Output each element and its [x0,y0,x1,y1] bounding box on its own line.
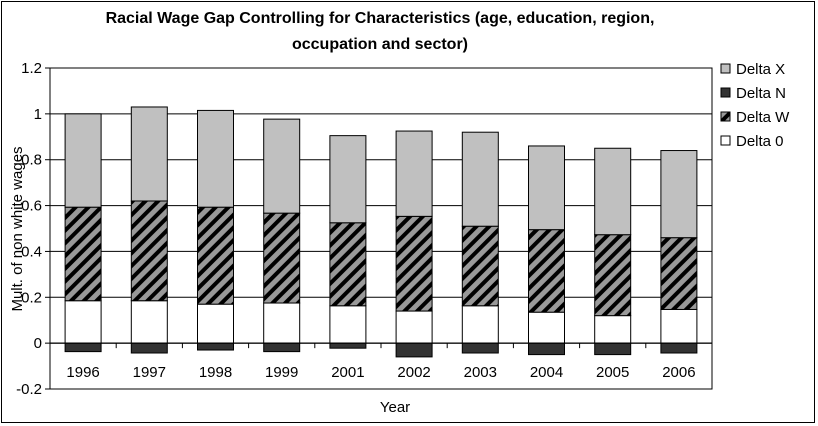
y-tick-label: -0.2 [16,381,42,398]
y-tick-label: 0.8 [21,152,42,169]
bar-delta-x-2006 [660,150,698,239]
bar-delta-w-2005 [594,234,632,317]
chart-title: Racial Wage Gap Controlling for Characte… [105,10,655,53]
bar-delta-0-2001 [329,305,367,344]
x-tick-label: 1998 [199,364,232,381]
bar-delta-w-2002 [395,215,433,312]
bar-delta-w-1996 [64,206,102,302]
bar-delta-x-1996 [64,113,102,208]
bar-delta-x-2001 [329,135,367,224]
bar-delta-w-2003 [461,225,499,307]
bar-delta-w-2001 [329,222,367,307]
bar-delta-0-1998 [197,303,234,344]
legend: Delta X Delta N Delta W Delta 0 [720,61,790,150]
bar-delta-n-1997 [130,342,168,354]
x-tick-label: 2004 [530,364,563,381]
legend-label-delta-n: Delta N [736,85,786,102]
bar-delta-x-2005 [594,147,632,236]
bar-delta-x-1998 [197,109,234,208]
y-tick-label: 0.2 [21,289,42,306]
bar-delta-0-2003 [461,305,499,344]
x-tick-label: 1996 [66,364,99,381]
y-tick-label: 1.2 [21,60,42,77]
bar-delta-n-2006 [660,342,698,354]
y-tick-label: 0.6 [21,198,42,215]
bar-delta-w-1998 [197,206,234,305]
x-tick-label: 1999 [265,364,298,381]
legend-label-delta-w: Delta W [736,109,790,126]
x-axis-title: Year [380,399,410,416]
bar-delta-x-2002 [395,130,433,217]
bar-delta-0-2006 [660,308,698,344]
legend-swatch-delta-w [720,111,731,122]
y-tick-label: 1 [34,106,42,123]
x-tick-label: 2002 [397,364,430,381]
bar-delta-n-1996 [64,342,102,353]
y-tick-label: 0.4 [21,243,42,260]
bar-delta-0-1997 [130,300,168,344]
bar-delta-x-2004 [528,145,565,231]
x-tick-label: 2003 [464,364,497,381]
bar-delta-0-1999 [263,302,301,344]
bar-delta-w-1997 [130,200,168,302]
legend-swatch-delta-0 [720,135,731,146]
bar-delta-n-2004 [528,342,565,356]
bar-delta-n-2002 [395,342,433,358]
bar-delta-w-1999 [263,212,301,304]
x-tick-label: 1997 [133,364,166,381]
bar-delta-n-1998 [197,342,234,351]
legend-label-delta-x: Delta X [736,61,785,78]
y-tick-label: 0 [34,335,42,352]
legend-label-delta-0: Delta 0 [736,133,784,150]
legend-swatch-delta-n [720,87,731,98]
x-tick-label: 2006 [662,364,695,381]
bar-delta-w-2006 [660,237,698,310]
bar-delta-0-2002 [395,310,433,344]
bar-delta-0-1996 [64,300,102,344]
bar-delta-x-2003 [461,131,499,227]
bar-delta-n-2003 [461,342,499,354]
bar-delta-n-1999 [263,342,301,353]
bar-delta-0-2004 [528,311,565,344]
bar-delta-n-2005 [594,342,632,356]
bar-delta-x-1997 [130,106,168,202]
bar-delta-0-2005 [594,315,632,344]
y-axis-title: Mult. of non white wages [9,146,26,311]
bar-delta-w-2004 [528,229,565,313]
bar-delta-x-1999 [263,118,301,214]
x-tick-label: 2001 [331,364,364,381]
bar-delta-n-2001 [329,342,367,349]
x-tick-label: 2005 [596,364,629,381]
legend-swatch-delta-x [720,63,731,74]
